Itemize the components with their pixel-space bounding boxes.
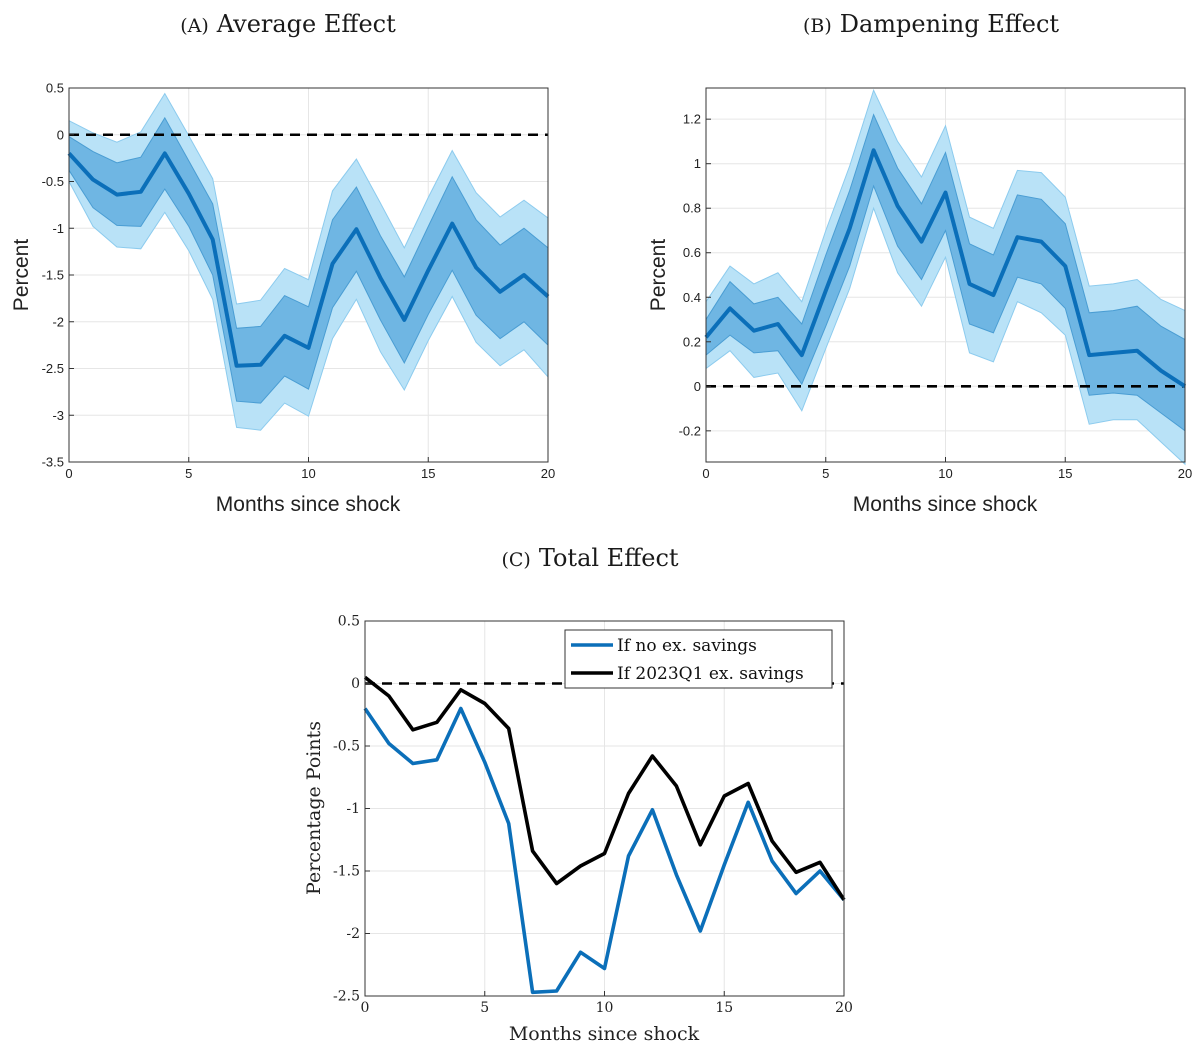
panel-c-caption-prefix: (C) — [501, 549, 530, 571]
y-tick-label: -1.5 — [333, 864, 360, 880]
y-tick-label: -0.5 — [42, 174, 64, 189]
y-tick-label: 0.5 — [338, 614, 360, 630]
panel-c-x-axis-label: Months since shock — [509, 1023, 700, 1045]
y-tick-label: 0.8 — [683, 201, 701, 216]
panel-a-x-ticks: 0 5 10 15 20 — [65, 457, 555, 481]
x-tick-label: 5 — [822, 466, 829, 481]
y-tick-label: 0 — [694, 379, 701, 394]
y-tick-label: -1 — [346, 801, 360, 817]
y-tick-label: -0.5 — [333, 739, 360, 755]
y-tick-label: 0.6 — [683, 245, 701, 260]
panel-dampening-effect: (B) Dampening Effect 0 5 10 15 20 1.2 1 0.8 0.6 0… — [647, 10, 1192, 516]
x-tick-label: 15 — [715, 1000, 733, 1016]
panel-b-x-ticks: 0 5 10 15 20 — [702, 457, 1192, 481]
y-tick-label: 1.2 — [683, 112, 701, 127]
panel-c-line-no-excess-savings — [363, 706, 846, 995]
panel-b-y-axis-label: Percent — [647, 239, 670, 312]
panel-c-caption: (C) Total Effect — [501, 544, 678, 572]
y-tick-label: 0 — [351, 676, 360, 692]
y-tick-label: -2.5 — [333, 989, 360, 1005]
legend-box — [564, 629, 833, 689]
y-tick-label: -1 — [52, 221, 64, 236]
y-tick-label: -2 — [346, 926, 360, 942]
panel-b-y-ticks: 1.2 1 0.8 0.6 0.4 0.2 0 -0.2 — [679, 112, 711, 438]
y-tick-label: -2 — [52, 314, 64, 329]
x-tick-label: 0 — [65, 466, 72, 481]
y-tick-label: 0.5 — [46, 81, 64, 96]
x-tick-label: 15 — [1058, 466, 1072, 481]
x-tick-label: 15 — [421, 466, 435, 481]
x-tick-label: 20 — [541, 466, 555, 481]
panel-c-line-2023q1-excess-savings — [363, 675, 846, 901]
panel-a-y-axis-label: Percent — [10, 239, 33, 312]
y-tick-label: 0 — [57, 127, 64, 142]
x-tick-label: 20 — [835, 1000, 853, 1016]
y-tick-label: -3.5 — [42, 455, 64, 470]
panel-total-effect: (C) Total Effect 0 5 10 15 20 0.5 0 -0.5 -1 -1.5 -… — [303, 544, 853, 1045]
panel-a-y-ticks: 0.5 0 -0.5 -1 -1.5 -2 -2.5 -3 -3.5 — [42, 81, 74, 470]
panel-a-x-axis-label: Months since shock — [216, 493, 401, 516]
legend-label-2023q1-excess-savings: If 2023Q1 ex. savings — [617, 664, 804, 684]
y-tick-label: -3 — [52, 408, 64, 423]
x-tick-label: 5 — [185, 466, 192, 481]
legend-label-no-excess-savings: If no ex. savings — [617, 636, 757, 656]
x-tick-label: 10 — [938, 466, 952, 481]
x-tick-label: 10 — [596, 1000, 614, 1016]
panel-b-x-axis-label: Months since shock — [853, 493, 1038, 516]
panel-b-point-estimate-line — [704, 148, 1187, 388]
panel-c-caption-title: Total Effect — [539, 544, 679, 572]
y-tick-label: 0.2 — [683, 334, 701, 349]
panel-c-y-axis-label: Percentage Points — [303, 721, 325, 895]
panel-c-legend: If no ex. savings If 2023Q1 ex. savings — [564, 629, 833, 689]
panel-c-y-ticks: 0.5 0 -0.5 -1 -1.5 -2 -2.5 — [333, 614, 370, 1005]
y-tick-label: -0.2 — [679, 423, 701, 438]
panel-a-point-estimate-line — [67, 151, 550, 368]
panel-a-caption-title: Average Effect — [216, 10, 396, 38]
panel-c-x-ticks: 0 5 10 15 20 — [361, 991, 853, 1016]
panel-a-caption: (A) Average Effect — [180, 10, 396, 38]
panel-average-effect: (A) Average Effect 0 5 10 15 20 0.5 0 -0.5 -1 -1.… — [10, 10, 555, 516]
y-tick-label: 0.4 — [683, 290, 701, 305]
y-tick-label: 1 — [694, 156, 701, 171]
panel-b-caption-title: Dampening Effect — [840, 10, 1060, 38]
x-tick-label: 5 — [480, 1000, 489, 1016]
y-tick-label: -1.5 — [42, 268, 64, 283]
x-tick-label: 10 — [301, 466, 315, 481]
x-tick-label: 20 — [1178, 466, 1192, 481]
panel-a-caption-prefix: (A) — [180, 15, 209, 37]
panel-b-caption-prefix: (B) — [803, 15, 832, 37]
panel-b-caption: (B) Dampening Effect — [803, 10, 1059, 38]
x-tick-label: 0 — [702, 466, 709, 481]
x-tick-label: 0 — [361, 1000, 370, 1016]
y-tick-label: -2.5 — [42, 361, 64, 376]
